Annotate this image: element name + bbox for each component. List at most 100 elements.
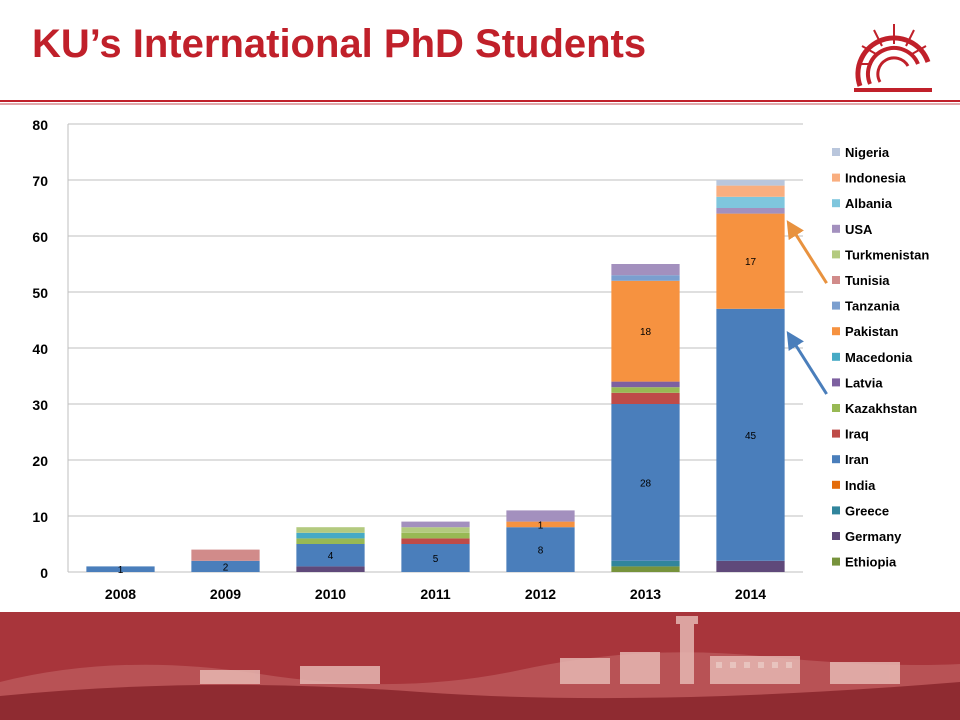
legend-label: Albania	[845, 196, 893, 211]
annotation-arrow	[786, 220, 828, 284]
legend-label: Greece	[845, 503, 889, 518]
data-label: 1	[538, 520, 544, 531]
bar-segment-nigeria-2014	[716, 180, 785, 186]
legend-label: USA	[845, 222, 873, 237]
page-title: KU’s International PhD Students	[32, 22, 647, 66]
legend-swatch	[832, 557, 840, 566]
campus-photo-banner	[0, 612, 960, 720]
legend-swatch	[832, 429, 840, 438]
bar-segment-iran-2013	[611, 404, 680, 561]
x-tick-label: 2008	[105, 586, 136, 602]
bar-segment-latvia-2013	[611, 381, 680, 388]
x-tick-label: 2011	[420, 586, 451, 602]
legend-swatch	[832, 532, 840, 540]
bar-segment-indonesia-2014	[716, 185, 785, 197]
data-label: 1	[118, 565, 124, 576]
x-tick-label: 2010	[315, 586, 346, 602]
bar-segment-macedonia-2010	[296, 532, 365, 539]
legend-swatch	[832, 352, 840, 361]
bar-segment-germany-2010	[296, 566, 365, 572]
bar-segment-germany-2014	[716, 560, 785, 572]
x-tick-label: 2012	[525, 586, 556, 602]
bar-segment-usa-2014	[716, 208, 785, 214]
y-tick-label: 40	[32, 341, 48, 357]
legend-label: Turkmenistan	[845, 247, 929, 262]
legend-swatch	[832, 455, 840, 464]
legend-swatch	[832, 480, 840, 489]
data-label: 4	[328, 551, 334, 562]
legend-label: Kazakhstan	[845, 401, 917, 416]
x-tick-label: 2013	[630, 586, 661, 602]
legend-label: Iran	[845, 452, 869, 467]
bar-segment-greece-2013	[611, 560, 680, 567]
x-axis-tick-labels: 2008 2009 2010 2011 2012 2013 2014	[105, 586, 766, 602]
legend-swatch	[832, 301, 840, 310]
legend-label: Tanzania	[845, 299, 900, 314]
bar-segment-iraq-2011	[401, 538, 470, 544]
bar-segment-iran-2012	[506, 527, 575, 572]
y-tick-label: 0	[40, 565, 48, 581]
bar-segment-turkmenistan-2011	[401, 527, 470, 533]
legend-label: Pakistan	[845, 324, 899, 339]
legend-label: Macedonia	[845, 350, 913, 365]
bar-segment-tunisia-2009	[191, 549, 260, 561]
y-tick-label: 70	[32, 173, 48, 189]
legend-label: Iraq	[845, 427, 869, 442]
legend-label: Tunisia	[845, 273, 890, 288]
data-label: 45	[745, 431, 757, 442]
bar-segment-kazakhstan-2011	[401, 532, 470, 539]
legend-swatch	[832, 173, 840, 182]
university-emblem-icon	[854, 24, 932, 92]
bar-segment-kazakhstan-2010	[296, 538, 365, 544]
y-tick-label: 10	[32, 509, 48, 525]
bar-segment-pakistan-2012	[506, 521, 575, 528]
bar-segment-usa-2011	[401, 521, 470, 528]
legend-label: Indonesia	[845, 171, 906, 186]
data-label: 2	[223, 562, 229, 573]
legend-label: Nigeria	[845, 145, 890, 160]
annotation-arrow	[786, 330, 828, 395]
bar-segment-kazakhstan-2013	[611, 387, 680, 393]
legend-label: India	[845, 478, 876, 493]
bar-segment-pakistan-2013	[611, 280, 680, 382]
bar-segment-iran-2014	[716, 308, 785, 561]
legend-swatch	[832, 224, 840, 233]
data-label: 17	[745, 257, 757, 268]
chart-annotation-arrows	[786, 220, 828, 395]
chart-legend: Nigeria Indonesia Albania USA Turkmenistan Tu…	[832, 145, 929, 570]
bar-segment-usa-2013	[611, 264, 680, 276]
legend-swatch	[832, 506, 840, 515]
y-axis-tick-labels: 0 10 20 30 40 50 60 70 80	[32, 117, 48, 581]
y-tick-label: 60	[32, 229, 48, 245]
bar-segment-iraq-2013	[611, 392, 680, 404]
y-tick-label: 80	[32, 117, 48, 133]
legend-swatch	[832, 276, 840, 284]
header-divider	[0, 100, 960, 106]
legend-swatch	[832, 199, 840, 208]
bar-segment-iran-2008	[86, 566, 155, 572]
y-tick-label: 50	[32, 285, 48, 301]
legend-swatch	[832, 250, 840, 259]
bar-segment-albania-2014	[716, 196, 785, 208]
data-label: 18	[640, 327, 652, 338]
legend-swatch	[832, 378, 840, 387]
bar-segment-ethiopia-2013	[611, 566, 680, 572]
y-tick-label: 30	[32, 397, 48, 413]
chart-bars	[86, 180, 785, 572]
data-label: 28	[640, 478, 652, 489]
data-label: 5	[433, 554, 439, 565]
bar-segment-tanzania-2013	[611, 275, 680, 281]
legend-label: Germany	[845, 529, 902, 544]
bar-segment-iran-2010	[296, 544, 365, 567]
legend-swatch	[832, 148, 840, 156]
bar-segment-turkmenistan-2010	[296, 527, 365, 533]
bar-segment-iran-2009	[191, 560, 260, 572]
bar-segment-iran-2011	[401, 544, 470, 572]
chart-gridlines	[67, 123, 803, 573]
x-tick-label: 2009	[210, 586, 241, 602]
x-tick-label: 2014	[735, 586, 766, 602]
data-label: 8	[538, 546, 544, 557]
legend-swatch	[832, 327, 840, 336]
